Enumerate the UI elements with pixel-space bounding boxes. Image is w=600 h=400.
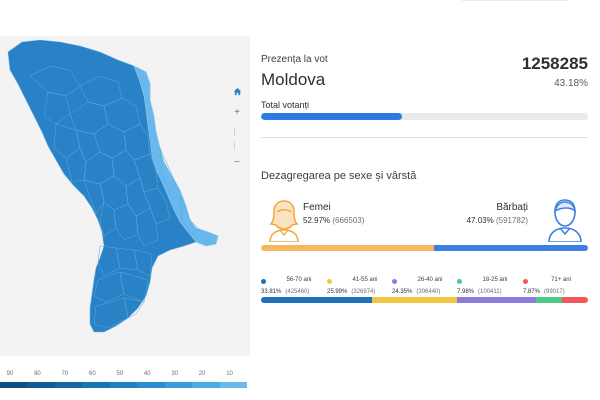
top-divider (462, 0, 568, 1)
legend-tick-label: 20 (198, 371, 206, 377)
age-group-values: 25.99% (326974) (327, 289, 397, 295)
age-bar-segment (456, 297, 537, 303)
zoom-slider-track[interactable] (233, 128, 241, 136)
male-count: (591782) (495, 216, 528, 225)
age-group-count: (306440) (416, 289, 441, 295)
legend-swatch (0, 382, 28, 388)
map-region-borders (29, 65, 201, 329)
age-bar-segment (562, 297, 588, 303)
age-split-bar (261, 297, 588, 303)
age-dot (261, 279, 266, 284)
map-legend-labels: 90 80 70 60 50 40 30 20 10 (0, 371, 250, 381)
legend-swatch (109, 382, 138, 388)
map-region-main[interactable] (7, 39, 219, 333)
age-group-percent: 25.99% (327, 289, 348, 295)
legend-swatch (82, 382, 110, 388)
legend-swatch (164, 382, 193, 388)
age-bar-segment (261, 297, 372, 303)
legend-tick-label: 70 (61, 371, 69, 377)
age-group-values: 24.35% (306440) (392, 289, 462, 295)
total-voters-percent: 43.18% (554, 78, 588, 89)
legend-swatch (54, 382, 83, 388)
legend-tick-label: 40 (143, 371, 151, 377)
age-group-values: 7.98% (100411) (457, 289, 527, 295)
age-bar-segment (536, 297, 563, 303)
female-value: 52.97% (666503) (303, 216, 364, 225)
male-icon (548, 199, 582, 242)
age-group-percent: 7.87% (523, 289, 541, 295)
total-voters-count: 1258285 (521, 54, 588, 73)
zoom-out-button[interactable]: − (230, 156, 244, 170)
age-dot (457, 279, 462, 284)
age-group-label: 56-70 ani (286, 277, 312, 283)
region-name: Moldova (261, 70, 326, 89)
legend-tick-label: 90 (6, 371, 14, 377)
age-dot (327, 279, 332, 284)
age-group-label: 41-55 ani (352, 277, 378, 283)
female-count: (666503) (332, 216, 365, 225)
map-zoom-controls: + − (229, 84, 245, 178)
info-panel: Prezența la vot Moldova 1258285 43.18% T… (253, 36, 600, 356)
legend-tick-label: 50 (116, 371, 124, 377)
age-group-count: (99017) (544, 289, 565, 295)
age-dot (523, 279, 528, 284)
turnout-progress-fill (261, 113, 403, 120)
map-legend: 90 80 70 60 50 40 30 20 10 (0, 371, 250, 391)
age-group-label: 18-25 ani (482, 277, 508, 283)
age-group-label: 71+ ani (551, 277, 571, 283)
age-dot (392, 279, 397, 284)
legend-tick-label: 60 (88, 371, 96, 377)
age-groups: 56-70 ani 33.81% (425460) 41-55 ani 25.99… (261, 277, 588, 307)
map-region-east[interactable] (133, 65, 219, 247)
legend-swatch (137, 382, 165, 388)
age-group-values: 33.81% (425460) (261, 289, 331, 295)
gender-split-bar (261, 245, 588, 251)
section-divider (261, 137, 588, 138)
zoom-slider-track-lower[interactable] (233, 142, 241, 150)
map-panel: + − 90 80 70 60 50 40 30 20 10 (0, 36, 250, 388)
turnout-progress-bar (261, 113, 588, 120)
age-group-values: 7.87% (99017) (523, 289, 593, 295)
gender-bar-female (261, 245, 435, 251)
total-voters-label: Total votanți (261, 100, 310, 110)
age-bar-segment (371, 297, 457, 303)
age-group-count: (100411) (478, 289, 502, 295)
age-group-percent: 7.98% (457, 289, 475, 295)
age-group-label: 26-40 ani (417, 277, 443, 283)
female-label: Femei (303, 202, 331, 213)
female-percent: 52.97% (303, 216, 331, 225)
moldova-map[interactable] (0, 36, 250, 356)
turnout-label: Prezența la vot (261, 54, 328, 65)
male-label: Bărbați (496, 202, 528, 213)
legend-swatch (192, 382, 220, 388)
age-group-percent: 24.35% (392, 289, 413, 295)
female-icon (269, 200, 299, 242)
male-value: 47.03% (591782) (467, 216, 528, 225)
legend-swatch (27, 382, 55, 388)
home-icon[interactable] (230, 84, 244, 98)
legend-tick-label: 80 (34, 371, 41, 377)
age-group-percent: 33.81% (261, 289, 282, 295)
legend-swatch (219, 382, 247, 388)
gender-bar-male (434, 245, 588, 251)
age-group-count: (326974) (351, 289, 376, 295)
map-legend-bar (0, 382, 247, 388)
male-percent: 47.03% (466, 216, 494, 225)
legend-tick-label: 30 (171, 371, 178, 377)
legend-tick-label: 10 (226, 371, 233, 377)
age-group-count: (425460) (285, 289, 310, 295)
zoom-in-button[interactable]: + (230, 106, 244, 120)
breakdown-title: Dezagregarea pe sexe și vârstă (261, 170, 417, 182)
